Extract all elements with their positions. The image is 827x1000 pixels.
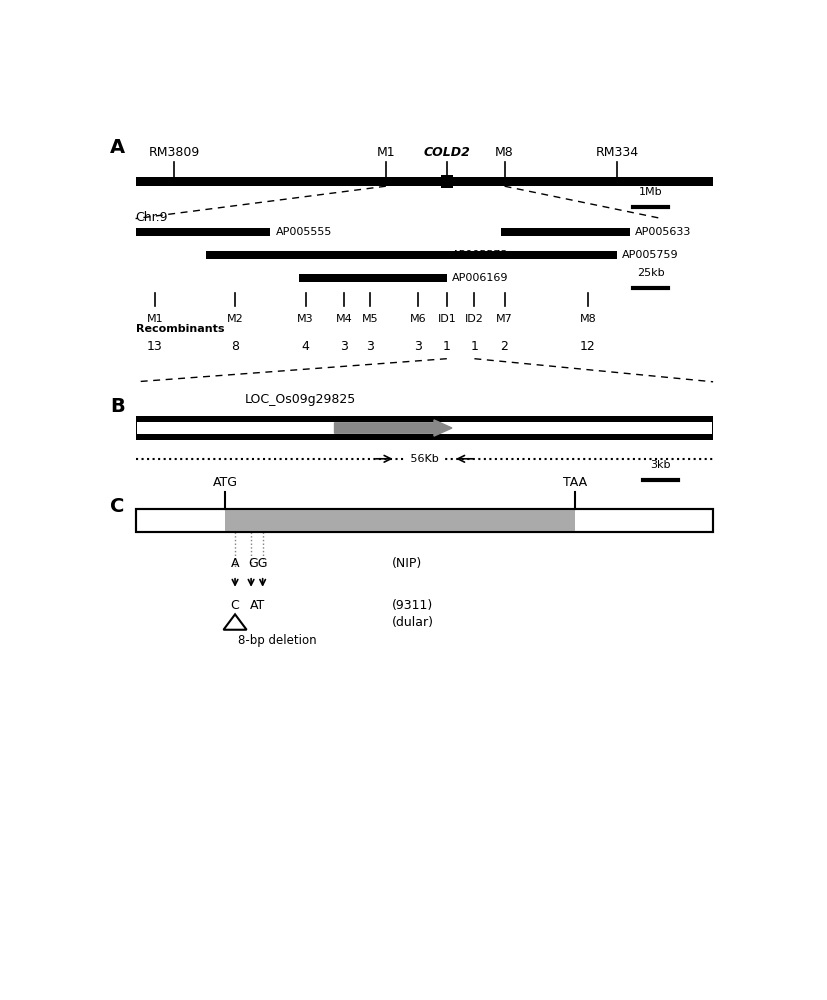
Bar — [441, 175, 452, 188]
Text: M8: M8 — [579, 314, 595, 324]
Text: 2: 2 — [500, 340, 508, 353]
Text: C: C — [110, 497, 124, 516]
Text: (NIP): (NIP) — [392, 557, 422, 570]
Text: 4: 4 — [301, 340, 309, 353]
Bar — [447, 251, 616, 259]
Text: (9311): (9311) — [392, 599, 433, 612]
Bar — [299, 274, 447, 282]
Text: 1: 1 — [470, 340, 478, 353]
Text: AP005759: AP005759 — [621, 250, 678, 260]
Text: 25kb: 25kb — [636, 268, 663, 278]
Bar — [136, 228, 270, 235]
Text: ID1: ID1 — [437, 314, 456, 324]
Text: AP006169: AP006169 — [452, 273, 508, 283]
Text: Recombinants: Recombinants — [136, 324, 224, 334]
Bar — [136, 422, 711, 434]
Text: M1: M1 — [376, 145, 394, 158]
Text: 8: 8 — [231, 340, 239, 353]
Text: RM334: RM334 — [595, 145, 638, 158]
Text: C: C — [231, 599, 239, 612]
Text: M3: M3 — [297, 314, 313, 324]
Bar — [136, 509, 712, 532]
Text: LOC_Os09g29825: LOC_Os09g29825 — [245, 393, 356, 406]
Text: M4: M4 — [336, 314, 352, 324]
Bar — [136, 509, 712, 532]
Text: M8: M8 — [495, 145, 514, 158]
Text: 1: 1 — [442, 340, 450, 353]
Text: 12: 12 — [580, 340, 595, 353]
Bar — [206, 251, 447, 259]
Bar — [136, 177, 712, 186]
Text: AT: AT — [250, 599, 265, 612]
Bar — [225, 509, 575, 532]
Text: 13: 13 — [146, 340, 163, 353]
Text: 8-bp deletion: 8-bp deletion — [238, 634, 317, 647]
Text: M5: M5 — [361, 314, 378, 324]
Text: M2: M2 — [227, 314, 243, 324]
Text: Chr.9: Chr.9 — [136, 211, 168, 224]
FancyArrow shape — [334, 420, 452, 436]
Text: TAA: TAA — [562, 476, 586, 489]
Text: 3: 3 — [340, 340, 347, 353]
Text: M1: M1 — [146, 314, 163, 324]
Text: 3kb: 3kb — [649, 460, 670, 470]
Text: COLD2: COLD2 — [423, 145, 470, 158]
Text: ID2: ID2 — [465, 314, 483, 324]
Text: AP005573: AP005573 — [452, 250, 508, 260]
Text: 3: 3 — [366, 340, 373, 353]
Bar — [501, 228, 629, 235]
Text: RM3809: RM3809 — [148, 145, 199, 158]
Text: 56Kb: 56Kb — [406, 454, 442, 464]
Bar — [136, 416, 712, 440]
Text: ATG: ATG — [213, 476, 237, 489]
Text: B: B — [110, 397, 125, 416]
Text: 3: 3 — [414, 340, 422, 353]
Text: AP005555: AP005555 — [275, 227, 332, 237]
Text: AP005633: AP005633 — [634, 227, 691, 237]
Text: A: A — [231, 557, 239, 570]
Text: M7: M7 — [495, 314, 512, 324]
Text: A: A — [110, 138, 125, 157]
Text: (dular): (dular) — [392, 616, 433, 629]
Text: M6: M6 — [409, 314, 426, 324]
Text: 1Mb: 1Mb — [638, 187, 662, 197]
Text: GG: GG — [247, 557, 267, 570]
